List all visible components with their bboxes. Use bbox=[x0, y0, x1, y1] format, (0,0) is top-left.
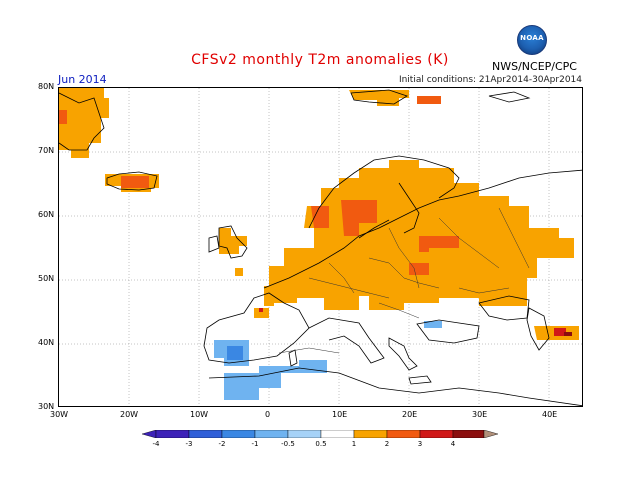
lon-label: 30W bbox=[50, 410, 69, 419]
map-title: CFSv2 monthly T2m anomalies (K) bbox=[191, 52, 449, 68]
colorbar-label: 3 bbox=[417, 440, 423, 448]
borders bbox=[278, 207, 530, 354]
colorbar-swatch bbox=[221, 430, 256, 438]
colorbar-label: -2 bbox=[218, 440, 226, 448]
colorbar-label: -4 bbox=[152, 440, 160, 448]
noaa-logo-icon: NOAA bbox=[517, 25, 547, 55]
colorbar-swatch bbox=[419, 430, 454, 438]
agency-label: NWS/NCEP/CPC bbox=[492, 60, 577, 73]
lon-label: 40E bbox=[542, 410, 558, 419]
colorbar-label: -1 bbox=[251, 440, 259, 448]
colorbar-swatch bbox=[188, 430, 223, 438]
colorbar bbox=[142, 430, 498, 438]
colorbar-label: 0.5 bbox=[315, 440, 327, 448]
colorbar-label: -3 bbox=[185, 440, 193, 448]
coastlines bbox=[59, 89, 582, 406]
colorbar-swatch bbox=[155, 430, 190, 438]
colorbar-swatch bbox=[386, 430, 421, 438]
lon-label: 30E bbox=[472, 410, 488, 419]
lon-label: 20E bbox=[402, 410, 418, 419]
cold-anomaly-shading bbox=[214, 321, 442, 400]
colorbar-swatch bbox=[287, 430, 322, 438]
lon-label: 10E bbox=[332, 410, 348, 419]
colorbar-swatch bbox=[483, 430, 498, 438]
lat-label: 80N bbox=[38, 82, 55, 91]
lat-label: 50N bbox=[38, 274, 55, 283]
colorbar-label: -0.5 bbox=[281, 440, 295, 448]
colorbar-label: 2 bbox=[384, 440, 390, 448]
forecast-month: Jun 2014 bbox=[58, 73, 107, 86]
lat-label: 30N bbox=[38, 402, 55, 411]
lat-label: 60N bbox=[38, 210, 55, 219]
lon-label: 0 bbox=[265, 410, 271, 419]
anomaly-map bbox=[58, 87, 583, 407]
lat-label: 70N bbox=[38, 146, 55, 155]
initial-conditions: Initial conditions: 21Apr2014-30Apr2014 bbox=[398, 75, 582, 85]
warm-anomaly-shading bbox=[59, 88, 579, 340]
colorbar-swatch bbox=[254, 430, 289, 438]
colorbar-label: 4 bbox=[450, 440, 456, 448]
colorbar-swatch bbox=[353, 430, 388, 438]
colorbar-label: 1 bbox=[351, 440, 357, 448]
lon-label: 10W bbox=[190, 410, 209, 419]
colorbar-swatch bbox=[142, 430, 157, 438]
lon-label: 20W bbox=[120, 410, 139, 419]
lat-label: 40N bbox=[38, 338, 55, 347]
colorbar-swatch bbox=[320, 430, 355, 438]
colorbar-swatch bbox=[452, 430, 485, 438]
